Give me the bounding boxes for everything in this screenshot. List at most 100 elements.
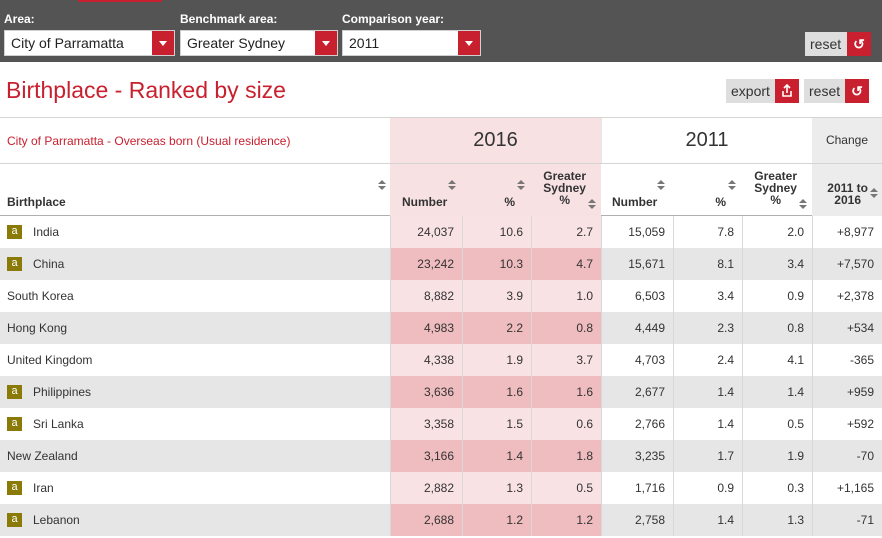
birthplace-cell: a Sri Lanka (0, 408, 390, 440)
reset-icon[interactable]: ↺ (847, 32, 871, 56)
gs-line3: % (770, 193, 781, 207)
col-number-2011-label: Number (612, 195, 658, 209)
col-pct-2011[interactable]: % (673, 164, 742, 216)
export-icon[interactable] (775, 79, 799, 103)
change-cell: -365 (812, 344, 882, 376)
chevron-down-icon[interactable] (315, 31, 337, 55)
table-row[interactable]: a Iran 2,882 1.3 0.5 1,716 0.9 0.3 +1,165 (0, 472, 882, 504)
number-2016-cell: 23,242 (390, 248, 462, 280)
export-button[interactable]: export (726, 79, 799, 103)
col-birthplace[interactable]: Birthplace (0, 164, 390, 216)
year-2016-header: 2016 (390, 118, 601, 164)
ancestry-badge[interactable]: a (7, 512, 22, 527)
sort-icon[interactable] (517, 180, 525, 191)
ancestry-badge[interactable]: a (7, 224, 22, 239)
sort-icon[interactable] (448, 180, 456, 191)
number-2016-cell: 2,882 (390, 472, 462, 504)
col-number-2016[interactable]: Number (390, 164, 462, 216)
area-select[interactable]: City of Parramatta (4, 30, 175, 56)
table-header-columns: Birthplace Number % Greater Sydney % Num… (0, 163, 882, 216)
pct-2011-cell: 1.4 (673, 408, 742, 440)
gs-pct-2011-cell: 0.5 (742, 408, 812, 440)
col-number-2011[interactable]: Number (601, 164, 673, 216)
table-row[interactable]: a Philippines 3,636 1.6 1.6 2,677 1.4 1.4… (0, 376, 882, 408)
table-row[interactable]: United Kingdom 4,338 1.9 3.7 4,703 2.4 4… (0, 344, 882, 376)
table-row[interactable]: Hong Kong 4,983 2.2 0.8 4,449 2.3 0.8 +5… (0, 312, 882, 344)
active-tab-indicator (78, 0, 162, 2)
number-2011-cell: 2,758 (601, 504, 673, 536)
ancestry-badge[interactable]: a (7, 256, 22, 271)
gs-line3: % (559, 193, 570, 207)
number-2016-cell: 3,636 (390, 376, 462, 408)
birthplace-name: United Kingdom (7, 353, 93, 367)
pct-2011-cell: 2.4 (673, 344, 742, 376)
year-label: Comparison year: (342, 12, 445, 26)
year-filter: Comparison year: 2011 (342, 11, 481, 56)
pct-2011-cell: 1.4 (673, 504, 742, 536)
number-2016-cell: 4,983 (390, 312, 462, 344)
col-gs-2016[interactable]: Greater Sydney % (531, 164, 601, 216)
ancestry-badge[interactable]: a (7, 416, 22, 431)
table-reset-label: reset (809, 83, 841, 99)
col-pct-2016-label: % (504, 195, 515, 209)
gs-pct-2016-cell: 3.7 (531, 344, 601, 376)
sort-icon[interactable] (657, 180, 665, 191)
table-subtitle: City of Parramatta - Overseas born (Usua… (7, 134, 291, 148)
sort-icon[interactable] (378, 180, 386, 191)
reset-icon[interactable]: ↺ (845, 79, 869, 103)
gs-pct-2011-cell: 0.9 (742, 280, 812, 312)
ancestry-badge[interactable]: a (7, 384, 22, 399)
table-row[interactable]: a China 23,242 10.3 4.7 15,671 8.1 3.4 +7… (0, 248, 882, 280)
birthplace-cell: a China (0, 248, 390, 280)
change-cell: +1,165 (812, 472, 882, 504)
change-cell: +592 (812, 408, 882, 440)
gs-line2: Sydney (543, 181, 586, 195)
year-select-value: 2011 (349, 35, 380, 51)
sort-icon[interactable] (799, 199, 807, 210)
sort-icon[interactable] (728, 180, 736, 191)
gs-pct-2011-cell: 1.9 (742, 440, 812, 472)
ancestry-badge[interactable]: a (7, 480, 22, 495)
pct-2016-cell: 1.6 (462, 376, 531, 408)
birthplace-name: Hong Kong (7, 321, 68, 335)
pct-2011-cell: 7.8 (673, 216, 742, 248)
gs-pct-2011-cell: 1.4 (742, 376, 812, 408)
change-cell: +534 (812, 312, 882, 344)
birthplace-cell: a Philippines (0, 376, 390, 408)
table-row[interactable]: a Lebanon 2,688 1.2 1.2 2,758 1.4 1.3 -71 (0, 504, 882, 536)
filters-reset-button[interactable]: reset ↺ (805, 32, 871, 56)
chevron-down-icon[interactable] (152, 31, 174, 55)
pct-2016-cell: 1.2 (462, 504, 531, 536)
table-reset-button[interactable]: reset ↺ (804, 79, 869, 103)
change-cell: +8,977 (812, 216, 882, 248)
col-change[interactable]: 2011 to 2016 (812, 164, 882, 216)
year-2011-header: 2011 (601, 118, 812, 164)
benchmark-select-value: Greater Sydney (187, 35, 286, 51)
pct-2016-cell: 1.9 (462, 344, 531, 376)
change-cell: -71 (812, 504, 882, 536)
gs-line1: Greater (543, 169, 586, 183)
pct-2016-cell: 10.6 (462, 216, 531, 248)
table-row[interactable]: a India 24,037 10.6 2.7 15,059 7.8 2.0 +8… (0, 216, 882, 248)
benchmark-select[interactable]: Greater Sydney (180, 30, 338, 56)
chevron-down-icon[interactable] (458, 31, 480, 55)
birthplace-cell: South Korea (0, 280, 390, 312)
col-gs-2011[interactable]: Greater Sydney % (742, 164, 812, 216)
sort-icon[interactable] (870, 188, 878, 199)
sort-icon[interactable] (588, 199, 596, 210)
number-2016-cell: 24,037 (390, 216, 462, 248)
table-row[interactable]: a Sri Lanka 3,358 1.5 0.6 2,766 1.4 0.5 +… (0, 408, 882, 440)
col-pct-2011-label: % (715, 195, 726, 209)
export-label: export (731, 83, 770, 99)
gs-pct-2011-cell: 0.8 (742, 312, 812, 344)
year-select[interactable]: 2011 (342, 30, 481, 56)
col-pct-2016[interactable]: % (462, 164, 531, 216)
benchmark-filter: Benchmark area: Greater Sydney (180, 11, 338, 56)
table-row[interactable]: South Korea 8,882 3.9 1.0 6,503 3.4 0.9 … (0, 280, 882, 312)
birthplace-cell: New Zealand (0, 440, 390, 472)
birthplace-cell: a India (0, 216, 390, 248)
table-row[interactable]: New Zealand 3,166 1.4 1.8 3,235 1.7 1.9 … (0, 440, 882, 472)
number-2011-cell: 4,449 (601, 312, 673, 344)
gs-pct-2016-cell: 0.5 (531, 472, 601, 504)
birthplace-name: India (33, 225, 60, 239)
